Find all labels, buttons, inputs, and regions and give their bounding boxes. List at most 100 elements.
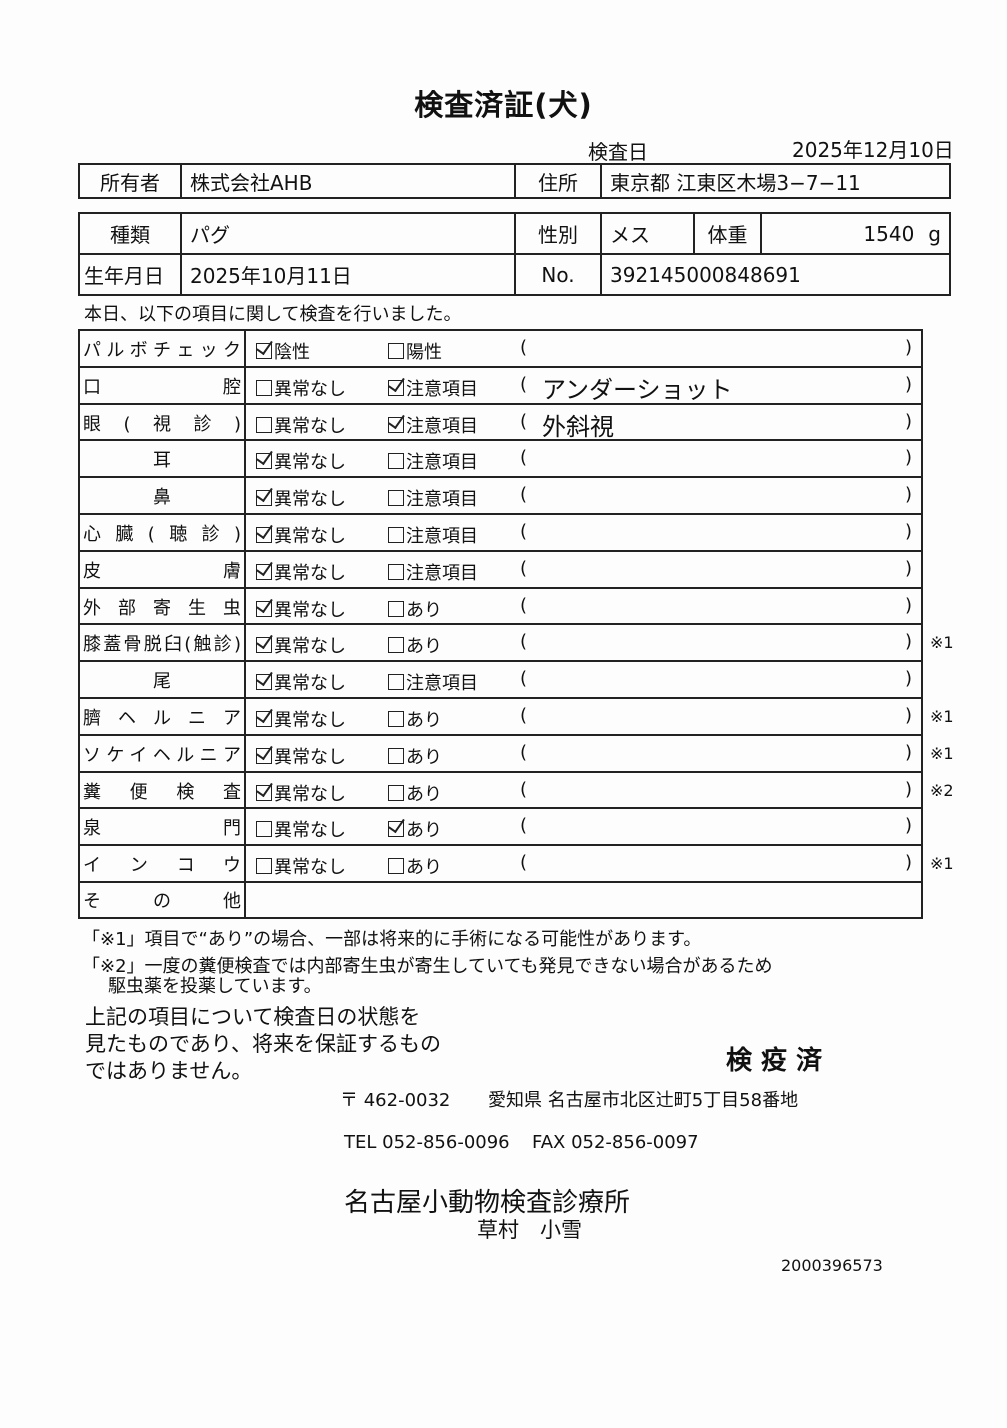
option-1[interactable]: 異常なし — [256, 375, 346, 401]
option-2[interactable]: あり — [388, 632, 442, 658]
option-2-label: あり — [406, 710, 442, 731]
option-1-label: 異常なし — [274, 452, 346, 474]
paren-close: ) — [905, 337, 913, 358]
checked-checkbox-icon[interactable] — [256, 453, 272, 470]
checked-checkbox-icon[interactable] — [256, 490, 272, 507]
option-1[interactable]: 異常なし — [256, 485, 346, 511]
checkbox-icon[interactable] — [256, 416, 272, 433]
option-2[interactable]: 注意項目 — [388, 522, 478, 548]
checkbox-icon[interactable] — [256, 858, 272, 875]
option-2[interactable]: 陽性 — [388, 338, 442, 364]
option-1[interactable]: 異常なし — [256, 669, 346, 695]
note-mark: ※1 — [930, 707, 954, 726]
option-2-label: あり — [406, 857, 442, 879]
row-label-text: ソケイヘルニア — [83, 744, 241, 766]
row-label-text: インコウ — [83, 855, 241, 877]
option-1-label: 異常なし — [274, 746, 346, 768]
option-2[interactable]: 注意項目 — [388, 448, 478, 474]
table-row-other: その他 — [78, 881, 923, 919]
checked-checkbox-icon[interactable] — [256, 637, 272, 654]
row-label: 耳 — [80, 441, 246, 478]
checked-checkbox-icon[interactable] — [256, 747, 272, 764]
checked-checkbox-icon[interactable] — [256, 527, 272, 543]
checkbox-icon[interactable] — [388, 600, 404, 617]
checked-checkbox-icon[interactable] — [256, 674, 272, 691]
option-2-label: 注意項目 — [406, 452, 478, 474]
checkbox-icon[interactable] — [388, 784, 404, 801]
option-2-label: あり — [406, 783, 442, 805]
table-row: 臍ヘルニア 異常なし あり ( ) ※1 — [78, 697, 954, 735]
option-1-label: 異常なし — [274, 783, 346, 805]
checkbox-icon[interactable] — [388, 453, 404, 470]
option-2[interactable]: あり — [388, 780, 442, 806]
option-2[interactable]: 注意項目 — [388, 559, 478, 585]
option-1-label: 異常なし — [274, 710, 346, 731]
row-label: ソケイヘルニア — [80, 735, 246, 772]
checked-checkbox-icon[interactable] — [256, 343, 272, 359]
checked-checkbox-icon[interactable] — [388, 416, 404, 433]
disclaimer-line: ではありません。 — [85, 1059, 253, 1083]
paren-close: ) — [905, 594, 913, 616]
row-label-text: 耳 — [153, 450, 171, 472]
checked-checkbox-icon[interactable] — [256, 563, 272, 580]
checkbox-icon[interactable] — [388, 711, 404, 727]
option-2[interactable]: 注意項目 — [388, 375, 478, 401]
checkbox-icon[interactable] — [388, 747, 404, 764]
row-label-text: 外部寄生虫 — [83, 597, 241, 619]
paren-open: ( — [520, 447, 528, 469]
checked-checkbox-icon[interactable] — [388, 379, 404, 396]
sex-value: メス — [600, 212, 695, 255]
option-1-label: 異常なし — [274, 489, 346, 511]
option-1[interactable]: 異常なし — [256, 522, 346, 548]
checkbox-icon[interactable] — [388, 637, 404, 654]
option-1[interactable]: 異常なし — [256, 596, 346, 622]
checkbox-icon[interactable] — [256, 821, 272, 838]
checked-checkbox-icon[interactable] — [388, 821, 404, 838]
checkbox-icon[interactable] — [388, 527, 404, 543]
quarantine-stamp: 検 疫 済 — [726, 1046, 823, 1076]
option-1[interactable]: 異常なし — [256, 412, 346, 438]
option-2[interactable]: 注意項目 — [388, 485, 478, 511]
checkbox-icon[interactable] — [256, 379, 272, 396]
option-1[interactable]: 異常なし — [256, 816, 346, 842]
exam-date: 2025年12月10日 — [792, 138, 954, 162]
checkbox-icon[interactable] — [388, 858, 404, 875]
checkbox-icon[interactable] — [388, 343, 404, 359]
option-2[interactable]: 注意項目 — [388, 669, 478, 695]
paren-open: ( — [520, 668, 528, 690]
footnote-2: 「※2」一度の糞便検査では内部寄生虫が寄生していても発見できない場合があるため — [82, 956, 773, 977]
option-2[interactable]: あり — [388, 706, 442, 732]
clinic-name: 名古屋小動物検査診療所 — [344, 1188, 631, 1218]
weight-unit: g — [928, 221, 941, 246]
postal-code: 〒 462-0032 — [340, 1090, 451, 1111]
row-label-text: パルボチェック — [83, 340, 241, 361]
row-label: その他 — [80, 883, 246, 917]
checkbox-icon[interactable] — [388, 674, 404, 691]
option-2[interactable]: あり — [388, 816, 442, 842]
checkbox-icon[interactable] — [388, 490, 404, 507]
option-1[interactable]: 異常なし — [256, 632, 346, 658]
sex-label: 性別 — [514, 212, 602, 255]
option-2[interactable]: 注意項目 — [388, 412, 478, 438]
option-1[interactable]: 陰性 — [256, 338, 310, 364]
option-2[interactable]: あり — [388, 743, 442, 769]
option-1[interactable]: 異常なし — [256, 448, 346, 474]
paren-open: ( — [520, 705, 528, 726]
option-2[interactable]: あり — [388, 596, 442, 622]
option-1-label: 異常なし — [274, 857, 346, 879]
checked-checkbox-icon[interactable] — [256, 784, 272, 801]
option-2-label: 注意項目 — [406, 526, 478, 547]
checked-checkbox-icon[interactable] — [256, 711, 272, 727]
row-label-text: 眼(視診) — [83, 413, 241, 435]
option-1[interactable]: 異常なし — [256, 706, 346, 732]
row-label-text: 尾 — [153, 671, 171, 693]
checkbox-icon[interactable] — [388, 563, 404, 580]
table-row: パルボチェック 陰性 陽性 ( ) — [78, 329, 923, 367]
option-2[interactable]: あり — [388, 853, 442, 879]
option-1[interactable]: 異常なし — [256, 780, 346, 806]
checked-checkbox-icon[interactable] — [256, 600, 272, 617]
option-1[interactable]: 異常なし — [256, 743, 346, 769]
option-1[interactable]: 異常なし — [256, 853, 346, 879]
paren-close: ) — [905, 741, 913, 763]
option-1[interactable]: 異常なし — [256, 559, 346, 585]
